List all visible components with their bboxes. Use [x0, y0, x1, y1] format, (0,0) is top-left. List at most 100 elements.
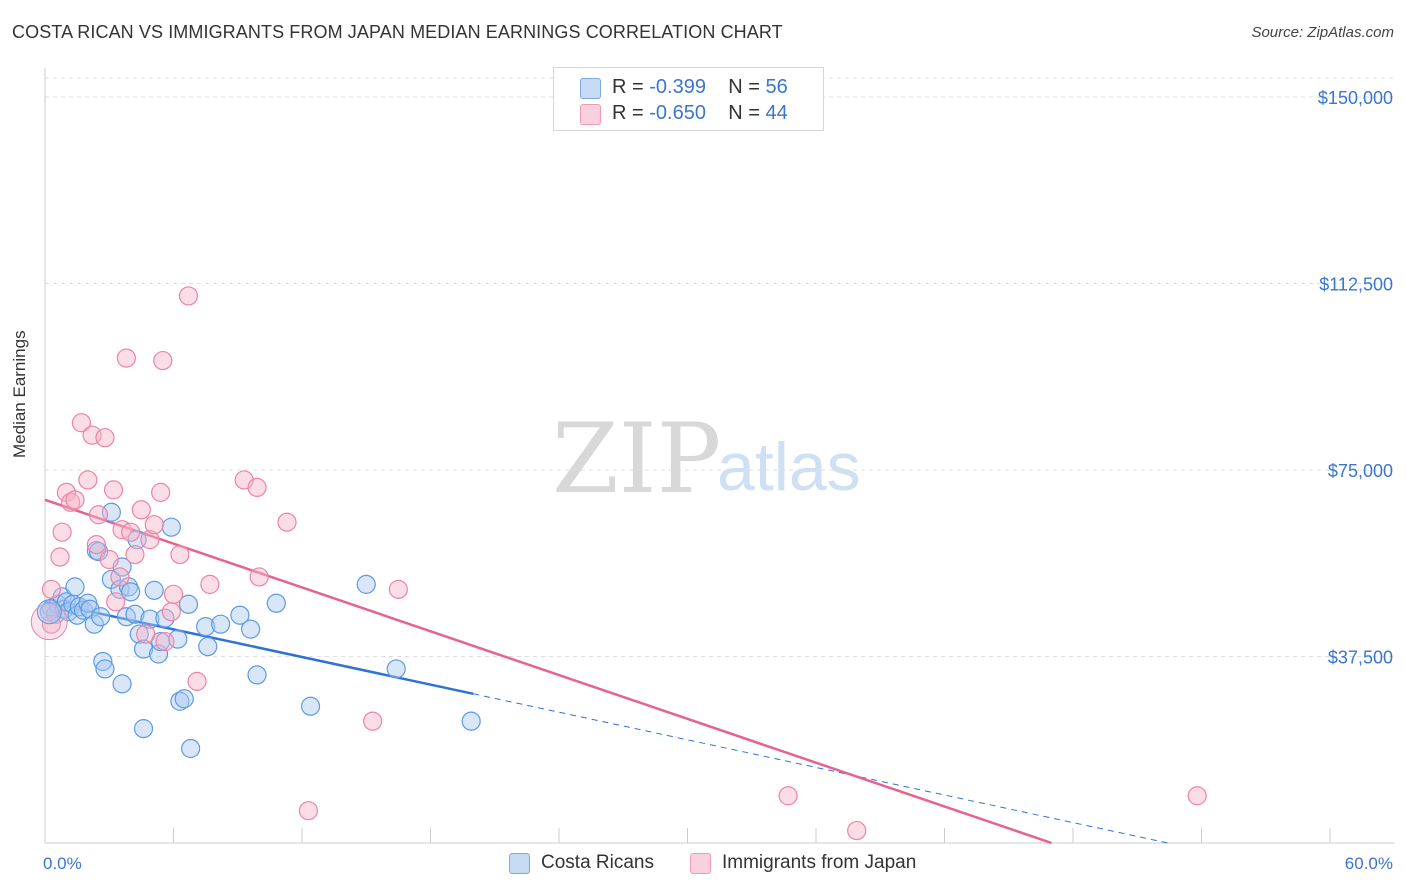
japan-immigrant-point [99, 549, 119, 570]
trend-lines [44, 498, 1169, 845]
japan-immigrant-point [163, 584, 184, 604]
costa-rican-point [386, 659, 406, 679]
japan-immigrant-point [277, 512, 297, 532]
japan-immigrant-point [41, 614, 62, 634]
japan-immigrant-point [52, 522, 72, 542]
costa-rican-cluster [36, 599, 62, 625]
japan-immigrant-point [298, 801, 319, 821]
costa-rican-point [161, 517, 181, 537]
costa-rican-trend-line [44, 600, 474, 696]
costa-rican-point [133, 719, 154, 739]
stats-legend: R = -0.399 N = 56 R = -0.650 N = 44 [553, 67, 824, 131]
legend-r-value: -0.399 [649, 76, 706, 98]
costa-rican-point [247, 665, 267, 685]
costa-rican-point [230, 605, 250, 625]
japan-immigrant-point [88, 505, 109, 525]
japan-immigrant-point [170, 544, 190, 565]
series-swatch-immigrants-japan [690, 853, 711, 874]
japan-immigrant-point [388, 579, 408, 599]
japan-immigrant-point [103, 480, 124, 500]
japan-immigrant-point [249, 567, 269, 587]
japan-immigrant-point [71, 413, 92, 433]
costa-rican-point [80, 599, 100, 619]
costa-rican-point [65, 577, 85, 597]
japan-immigrant-point [41, 579, 62, 599]
x-tick-labels: 0.0% 60.0% [43, 854, 1393, 873]
costa-rican-point [125, 604, 145, 624]
costa-rican-point [148, 644, 169, 664]
legend-n-label: N = [728, 102, 760, 124]
japan-immigrant-point [153, 350, 173, 371]
japan-immigrant-point [136, 624, 156, 644]
x-tick-label: 0.0% [43, 854, 82, 873]
costa-rican-point [91, 607, 111, 627]
japan-immigrant-point [106, 592, 126, 612]
japan-immigrant-point [187, 671, 207, 691]
japan-immigrant-point [155, 631, 175, 652]
y-tick-label: $75,000 [1328, 461, 1393, 481]
costa-rican-point [181, 738, 201, 759]
axes [44, 68, 1395, 844]
japan-immigrant-point [161, 602, 181, 622]
costa-rican-point [178, 594, 199, 614]
costa-rican-point [198, 636, 218, 657]
costa-rican-point [121, 582, 141, 602]
japan-immigrant-point [140, 530, 160, 550]
y-tick-label: $150,000 [1318, 88, 1393, 108]
japan-immigrant-point [200, 574, 220, 594]
japan-immigrant-point [778, 786, 798, 806]
japan-immigrant-point [178, 286, 199, 306]
costa-rican-point [84, 614, 104, 634]
costa-rican-point [300, 696, 321, 716]
costa-rican-trend-extension [473, 693, 1169, 844]
chart-source: Source: ZipAtlas.com [1251, 24, 1394, 41]
legend-swatch-costa-ricans [580, 78, 601, 99]
japan-immigrant-point [247, 477, 267, 498]
x-tick-label: 60.0% [1345, 854, 1393, 873]
costa-rican-point [140, 609, 160, 629]
japan-immigrant-cluster [30, 603, 68, 641]
japan-immigrant-point [50, 547, 70, 567]
japan-immigrant-point [144, 515, 164, 535]
costa-rican-point [211, 614, 231, 634]
japan-immigrant-point [125, 544, 145, 565]
legend-r-value: -0.650 [649, 102, 706, 124]
data-points [30, 286, 1207, 841]
costa-rican-point [196, 617, 216, 637]
japan-immigrant-point [1187, 786, 1207, 806]
costa-rican-point [88, 541, 109, 562]
costa-rican-point [95, 659, 115, 679]
costa-rican-point [39, 602, 59, 622]
costa-rican-point [129, 624, 149, 644]
japan-immigrant-point [847, 820, 867, 841]
japan-immigrant-point [363, 711, 383, 731]
costa-rican-point [144, 580, 164, 600]
japan-immigrant-point [110, 567, 130, 587]
japan-immigrant-point [78, 470, 98, 490]
y-tick-label: $37,500 [1328, 648, 1393, 668]
japan-immigrant-point [116, 348, 136, 368]
japan-immigrant-point [65, 490, 85, 510]
legend-n-value: 56 [765, 76, 788, 98]
series-label-costa-ricans: Costa Ricans [541, 852, 654, 873]
costa-rican-point [461, 711, 481, 731]
y-tick-label: $112,500 [1319, 275, 1393, 295]
japan-immigrant-point [95, 428, 115, 448]
costa-rican-point [174, 689, 194, 709]
legend-n-value: 44 [765, 102, 788, 124]
japan-immigrant-point [131, 500, 151, 520]
japan-immigrant-point [86, 534, 107, 555]
watermark-atlas: atlas [717, 429, 861, 505]
japan-immigrant-trend-line [44, 498, 1052, 845]
japan-immigrant-point [151, 482, 171, 502]
legend-swatch-immigrants-japan [580, 104, 601, 125]
chart-title: COSTA RICAN VS IMMIGRANTS FROM JAPAN MED… [12, 22, 783, 42]
series-label-immigrants-japan: Immigrants from Japan [722, 852, 917, 873]
y-tick-labels: $37,500 $75,000 $112,500 $150,000 [1318, 88, 1393, 668]
costa-rican-point [93, 651, 113, 672]
japan-immigrant-point [121, 522, 141, 542]
legend-r-label: R = [612, 76, 644, 98]
costa-rican-point [241, 619, 261, 639]
costa-rican-point [133, 639, 154, 659]
